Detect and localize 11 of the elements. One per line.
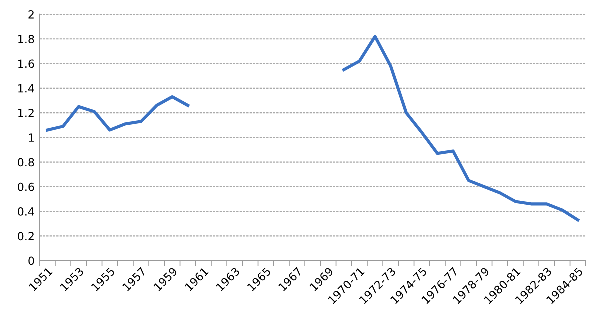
y-tick-label: 0.2 (18, 232, 34, 241)
y-tick-label: 0.4 (18, 208, 34, 216)
y-tick-label: 0.6 (18, 182, 34, 192)
y-tick-label: 1.4 (18, 84, 34, 93)
y-tick-label: 1.6 (18, 60, 34, 68)
y-tick-label: 1.2 (18, 108, 34, 118)
y-tick-label: 0.8 (18, 158, 34, 167)
y-tick-label: 2 (28, 10, 34, 19)
y-tick-label: 1.8 (18, 35, 34, 44)
y-tick-label: 1 (29, 134, 34, 142)
y-tick-label: 0 (28, 256, 34, 266)
